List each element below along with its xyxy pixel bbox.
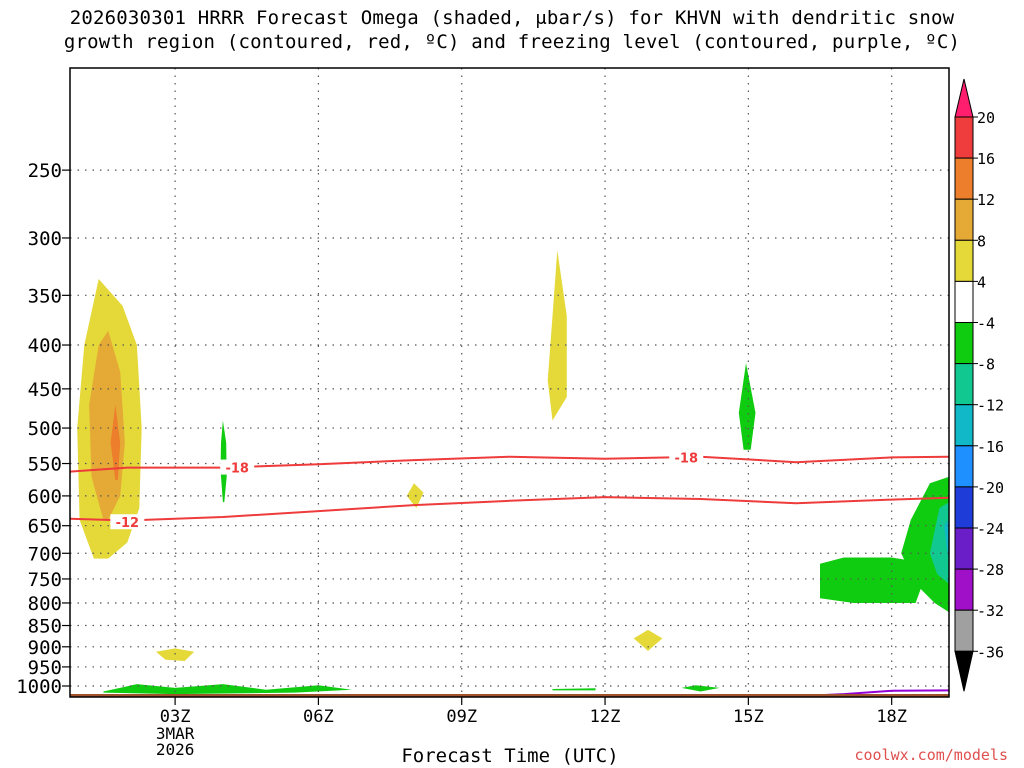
x-tick-label-15: 15Z — [733, 707, 764, 727]
colorbar-swatch-0 — [954, 116, 974, 159]
y-tick-label-1000: 1000 — [16, 676, 62, 698]
omega-region-13 — [103, 684, 352, 695]
colorbar-swatch-1 — [954, 157, 974, 200]
omega-region-8 — [738, 363, 756, 450]
colorbar-label-0: 20 — [977, 109, 995, 127]
omega-region-2 — [110, 405, 121, 481]
omega-region-6 — [547, 250, 567, 421]
omega-region-10 — [901, 476, 949, 613]
colorbar-label-10: -24 — [977, 520, 1004, 538]
grid-lines — [70, 68, 949, 697]
y-tick-label-350: 350 — [28, 285, 62, 307]
x-tick-date: 3MAR — [156, 724, 195, 743]
colorbar-swatch-8 — [954, 445, 974, 488]
y-tick-label-700: 700 — [28, 543, 62, 565]
credit-link[interactable]: coolwx.com/models — [854, 746, 1008, 764]
contour-label-bg — [110, 514, 145, 530]
colorbar-swatch-11 — [954, 568, 974, 611]
y-tick-label-400: 400 — [28, 335, 62, 357]
omega-region-3 — [156, 648, 195, 661]
dgz-contour-1 — [69, 496, 950, 522]
contour-label-bg — [220, 459, 255, 475]
omega-region-15 — [681, 685, 720, 692]
colorbar-label-8: -16 — [977, 438, 1004, 456]
y-tick-label-500: 500 — [28, 418, 62, 440]
title-line-1: 2026030301 HRRR Forecast Omega (shaded, … — [69, 7, 955, 29]
colorbar-label-1: 16 — [977, 150, 995, 168]
dgz-contour-0 — [69, 455, 950, 473]
colorbar: 20 16 12 8 4 -4 -8 -12 -16 -20 -24 -28 -32 -36 — [954, 78, 1004, 692]
colorbar-swatch-6 — [954, 363, 974, 406]
colorbar-bottom-arrow — [954, 650, 974, 692]
x-tick-label-9: 09Z — [446, 707, 477, 727]
colorbar-swatch-5 — [954, 322, 974, 365]
y-tick-label-250: 250 — [28, 160, 62, 182]
colorbar-label-2: 12 — [977, 191, 995, 209]
omega-region-11 — [929, 502, 949, 584]
chart-title: 2026030301 HRRR Forecast Omega (shaded, … — [0, 6, 1024, 54]
colorbar-label-6: -8 — [977, 356, 995, 374]
ground-bar — [70, 694, 949, 697]
colorbar-swatch-12 — [954, 609, 974, 652]
y-tick-label-600: 600 — [28, 486, 62, 508]
colorbar-swatch-3 — [954, 239, 974, 282]
ground-layer — [70, 694, 949, 697]
y-tick-label-950: 950 — [28, 657, 62, 679]
contour-label-0-0: -18 — [225, 462, 249, 477]
contour-label-0-1: -18 — [675, 451, 699, 466]
y-axis-ticks: 2503003504004505005506006507007508008509… — [16, 160, 70, 698]
x-axis-label: Forecast Time (UTC) — [401, 745, 619, 767]
y-tick-label-900: 900 — [28, 637, 62, 659]
y-tick-label-450: 450 — [28, 379, 62, 401]
x-tick-label-3: 03Z — [160, 707, 191, 727]
y-tick-label-300: 300 — [28, 228, 62, 250]
colorbar-label-13: -36 — [977, 643, 1004, 661]
plot-frame — [69, 67, 950, 698]
colorbar-label-9: -20 — [977, 479, 1004, 497]
y-tick-label-650: 650 — [28, 516, 62, 538]
colorbar-top-arrow — [954, 78, 974, 118]
omega-region-7 — [633, 629, 663, 651]
omega-region-14 — [552, 688, 596, 691]
y-tick-label-800: 800 — [28, 593, 62, 615]
colorbar-swatch-4 — [954, 280, 974, 323]
colorbar-swatch-7 — [954, 404, 974, 447]
y-tick-label-750: 750 — [28, 569, 62, 591]
omega-regions — [77, 250, 949, 695]
x-tick-label-6: 06Z — [303, 707, 334, 727]
x-tick-label-12: 12Z — [590, 707, 621, 727]
contour-label-1-0: -12 — [116, 516, 140, 531]
x-tick-label-18: 18Z — [876, 707, 907, 727]
colorbar-swatch-2 — [954, 198, 974, 241]
x-tick-year: 2026 — [156, 740, 195, 759]
colorbar-swatch-9 — [954, 486, 974, 529]
colorbar-swatch-10 — [954, 527, 974, 570]
title-line-2: growth region (contoured, red, ºC) and f… — [63, 31, 961, 53]
colorbar-label-5: -4 — [977, 315, 995, 333]
colorbar-label-4: 4 — [977, 273, 986, 291]
colorbar-label-3: 8 — [977, 232, 986, 250]
temperature-contours: -18 -18 -12 — [69, 449, 950, 698]
colorbar-label-11: -28 — [977, 561, 1004, 579]
colorbar-label-7: -12 — [977, 397, 1004, 415]
contour-label-bg — [669, 449, 704, 465]
y-tick-label-550: 550 — [28, 454, 62, 476]
colorbar-label-12: -32 — [977, 602, 1004, 620]
y-tick-label-850: 850 — [28, 616, 62, 638]
omega-region-9 — [820, 557, 930, 603]
